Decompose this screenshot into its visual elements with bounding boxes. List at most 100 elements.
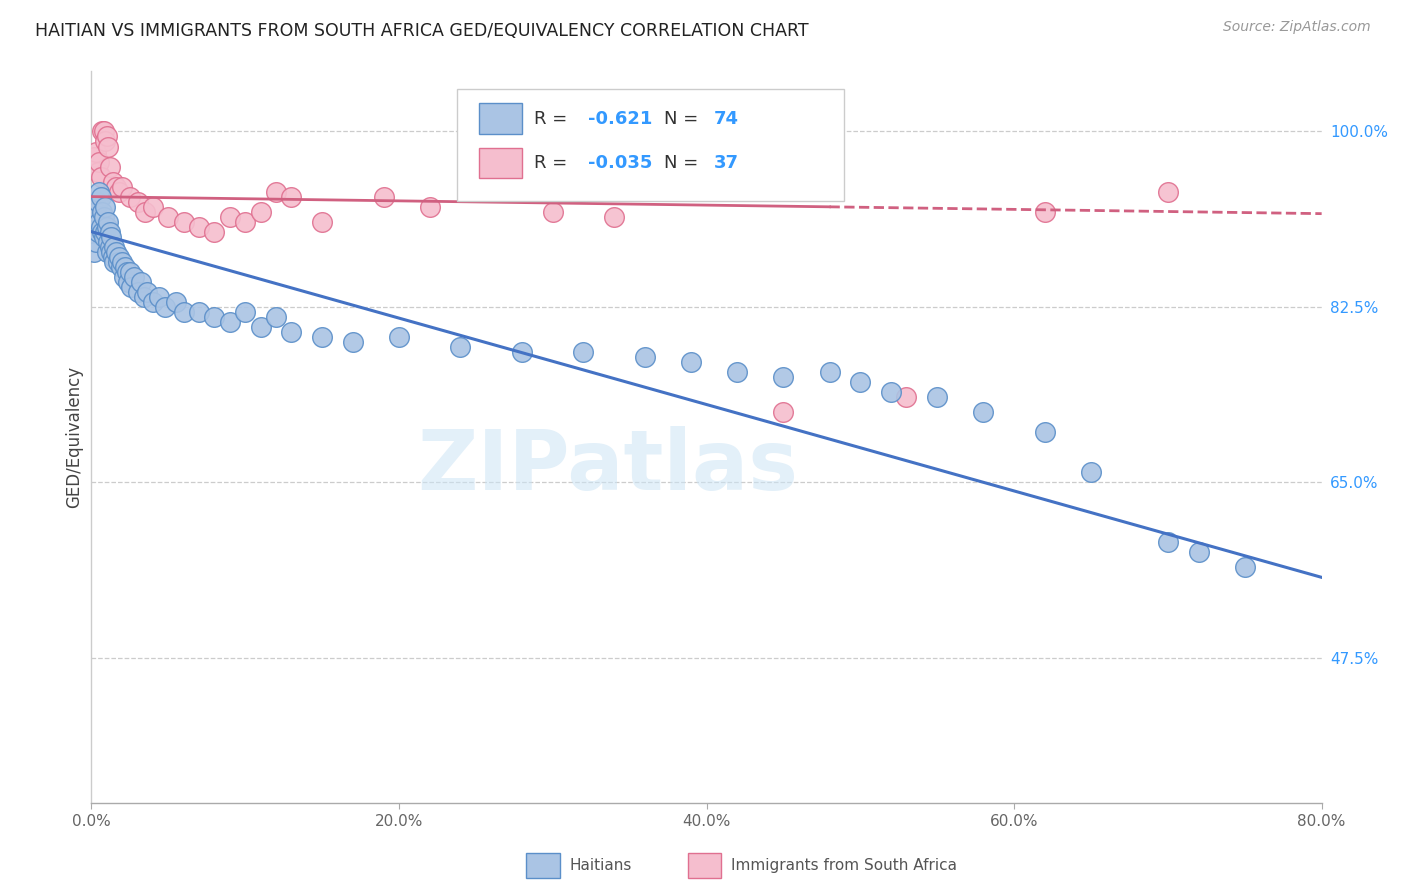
Point bbox=[98, 225, 121, 239]
Point bbox=[103, 254, 125, 268]
Point bbox=[603, 210, 626, 224]
Point bbox=[84, 145, 107, 159]
Point bbox=[94, 135, 117, 149]
Text: N =: N = bbox=[664, 154, 703, 172]
Point bbox=[153, 300, 177, 314]
Point bbox=[135, 285, 157, 299]
Point bbox=[342, 334, 364, 349]
Point bbox=[202, 225, 225, 239]
Point bbox=[880, 384, 903, 399]
Point bbox=[120, 280, 142, 294]
Point bbox=[90, 169, 112, 184]
Point bbox=[86, 225, 108, 239]
Point bbox=[772, 405, 794, 419]
Point bbox=[373, 189, 395, 203]
Text: -0.621: -0.621 bbox=[588, 110, 652, 128]
Point bbox=[86, 194, 108, 209]
Point bbox=[110, 260, 132, 274]
Point bbox=[87, 185, 110, 199]
Point bbox=[927, 390, 949, 404]
Point bbox=[1033, 204, 1056, 219]
Point bbox=[105, 244, 127, 259]
Text: N =: N = bbox=[664, 110, 703, 128]
Point bbox=[233, 305, 256, 319]
Text: Immigrants from South Africa: Immigrants from South Africa bbox=[731, 858, 957, 872]
Point bbox=[1157, 185, 1180, 199]
Point bbox=[111, 254, 134, 268]
Point bbox=[96, 219, 118, 234]
Point bbox=[173, 305, 195, 319]
Point bbox=[127, 285, 149, 299]
Point bbox=[108, 250, 131, 264]
Point bbox=[118, 189, 141, 203]
Point bbox=[218, 315, 240, 329]
Point bbox=[86, 164, 108, 178]
Point bbox=[93, 210, 115, 224]
Point bbox=[91, 204, 114, 219]
Point bbox=[388, 330, 411, 344]
Point bbox=[725, 365, 748, 379]
Point bbox=[634, 350, 657, 364]
Point bbox=[541, 204, 564, 219]
Point bbox=[108, 185, 131, 199]
Point bbox=[124, 269, 146, 284]
Point bbox=[100, 244, 122, 259]
Text: R =: R = bbox=[534, 154, 574, 172]
Point bbox=[311, 214, 333, 228]
Point bbox=[118, 265, 141, 279]
Text: ZIPatlas: ZIPatlas bbox=[418, 425, 799, 507]
Point bbox=[98, 160, 121, 174]
Point bbox=[449, 340, 471, 354]
Point bbox=[188, 219, 211, 234]
Point bbox=[218, 210, 240, 224]
Point bbox=[142, 200, 165, 214]
Point bbox=[90, 219, 112, 234]
Point bbox=[87, 154, 110, 169]
Text: -0.035: -0.035 bbox=[588, 154, 652, 172]
Point bbox=[896, 390, 918, 404]
Point bbox=[129, 275, 152, 289]
Point bbox=[115, 265, 138, 279]
Y-axis label: GED/Equivalency: GED/Equivalency bbox=[65, 366, 83, 508]
Point bbox=[114, 260, 136, 274]
Point bbox=[105, 179, 127, 194]
Point bbox=[772, 370, 794, 384]
Point bbox=[202, 310, 225, 324]
Point bbox=[93, 229, 115, 244]
Point bbox=[134, 204, 156, 219]
Point bbox=[84, 235, 107, 249]
Point bbox=[98, 240, 121, 254]
Point bbox=[280, 189, 302, 203]
Point bbox=[148, 290, 170, 304]
Point bbox=[103, 240, 125, 254]
Point bbox=[127, 194, 149, 209]
Point bbox=[84, 204, 107, 219]
Point bbox=[90, 189, 112, 203]
Text: R =: R = bbox=[534, 110, 574, 128]
Text: 74: 74 bbox=[714, 110, 740, 128]
Point bbox=[97, 214, 120, 228]
Point bbox=[233, 214, 256, 228]
Point bbox=[572, 345, 595, 359]
Point bbox=[83, 244, 105, 259]
Point bbox=[681, 355, 703, 369]
Point bbox=[1033, 425, 1056, 439]
Point bbox=[112, 269, 135, 284]
Text: 37: 37 bbox=[714, 154, 740, 172]
Point bbox=[188, 305, 211, 319]
Point bbox=[510, 345, 533, 359]
Point bbox=[818, 365, 841, 379]
Point bbox=[94, 225, 117, 239]
Point bbox=[972, 405, 994, 419]
Point bbox=[264, 185, 287, 199]
Point bbox=[87, 214, 110, 228]
Point bbox=[83, 149, 105, 163]
Point bbox=[107, 254, 129, 268]
Point bbox=[117, 275, 139, 289]
Point bbox=[419, 200, 441, 214]
Point bbox=[100, 229, 122, 244]
Point bbox=[94, 200, 117, 214]
Point bbox=[96, 129, 118, 144]
Point bbox=[249, 204, 271, 219]
Point bbox=[1187, 545, 1209, 559]
